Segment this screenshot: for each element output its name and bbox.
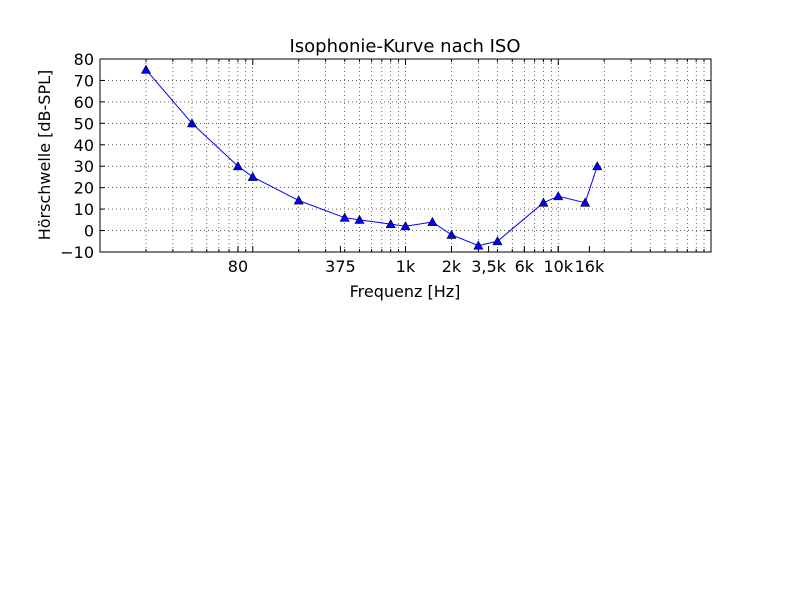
y-tick-label: 30 [74, 157, 94, 176]
chart-title: Isophonie-Kurve nach ISO [289, 36, 520, 57]
y-tick-label: 60 [74, 93, 94, 112]
y-tick-label: 0 [84, 222, 94, 241]
data-point [592, 161, 603, 171]
data-point [140, 64, 151, 74]
data-point [553, 191, 564, 201]
data-point [186, 118, 197, 128]
x-tick-label: 2k [442, 257, 462, 276]
x-axis-label: Frequenz [Hz] [350, 282, 461, 301]
data-point [339, 212, 350, 222]
ticks: −10 0 10 20 30 40 50 60 70 80 80 375 1k 2k 3,5k 6k 10k 16… [60, 50, 712, 276]
x-tick-label: 375 [325, 257, 356, 276]
x-tick-label: 10k [543, 257, 573, 276]
x-tick-label: 1k [396, 257, 416, 276]
y-axis-label: Hörschwelle [dB-SPL] [35, 70, 54, 241]
y-tick-label: 70 [74, 71, 94, 90]
data-point [354, 214, 365, 224]
y-tick-label: 50 [74, 114, 94, 133]
data-point [446, 229, 457, 239]
x-tick-label: 6k [515, 257, 535, 276]
x-tick-label: 80 [228, 257, 248, 276]
data-point [385, 219, 396, 229]
data-point [427, 216, 438, 226]
data-point [247, 171, 258, 181]
series-layer [140, 64, 603, 250]
x-tick-label: 3,5k [471, 257, 506, 276]
y-tick-label: 80 [74, 50, 94, 69]
x-tick-label: 16k [575, 257, 605, 276]
y-tick-label: 40 [74, 136, 94, 155]
data-point [580, 197, 591, 207]
data-point [232, 161, 243, 171]
y-tick-label: 20 [74, 179, 94, 198]
data-point [293, 195, 304, 205]
y-tick-label: −10 [60, 243, 94, 262]
data-point [492, 236, 503, 246]
y-tick-label: 10 [74, 200, 94, 219]
data-point [538, 197, 549, 207]
data-point [400, 221, 411, 231]
